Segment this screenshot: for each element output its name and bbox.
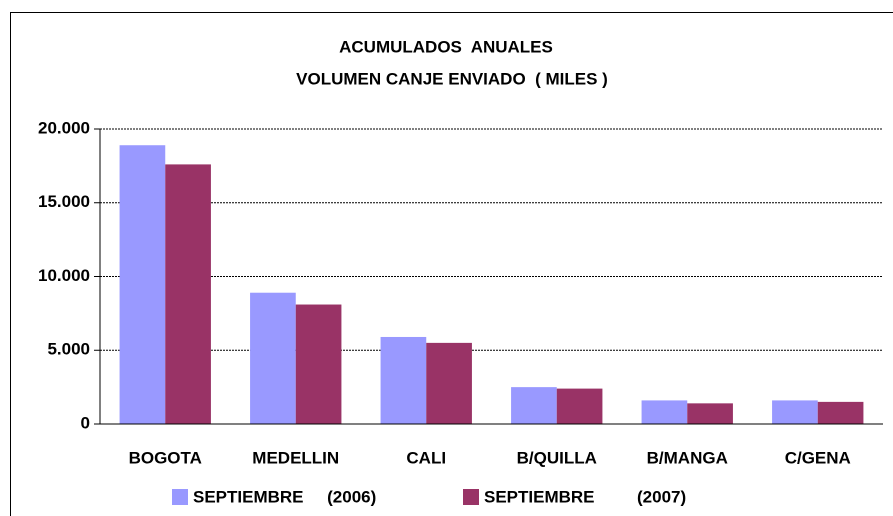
x-tick-label: B/QUILLA bbox=[517, 448, 597, 467]
legend-label: SEPTIEMBRE (2007) bbox=[484, 487, 686, 506]
legend-label: SEPTIEMBRE (2006) bbox=[193, 487, 376, 506]
x-tick-label: BOGOTA bbox=[129, 448, 202, 467]
bar bbox=[250, 292, 296, 424]
legend-swatch bbox=[172, 489, 188, 505]
bar bbox=[295, 304, 342, 424]
x-tick-label: MEDELLIN bbox=[252, 448, 339, 467]
y-tick-label: 0 bbox=[81, 413, 90, 432]
bar bbox=[165, 164, 211, 424]
bar bbox=[426, 342, 472, 424]
bar bbox=[641, 400, 688, 424]
bar bbox=[772, 400, 818, 424]
legend-swatch bbox=[463, 489, 479, 505]
bar bbox=[817, 401, 864, 424]
chart-title: ACUMULADOS ANUALES bbox=[339, 37, 553, 56]
bar bbox=[511, 387, 557, 424]
bar bbox=[687, 403, 733, 424]
x-tick-label: C/GENA bbox=[785, 448, 851, 467]
bar bbox=[556, 388, 603, 424]
x-tick-label: CALI bbox=[406, 448, 446, 467]
y-tick-label: 5.000 bbox=[47, 340, 90, 359]
y-tick-label: 15.000 bbox=[38, 192, 90, 211]
x-tick-label: B/MANGA bbox=[647, 448, 728, 467]
y-tick-label: 20.000 bbox=[38, 118, 90, 137]
y-tick-label: 10.000 bbox=[38, 266, 90, 285]
bar bbox=[119, 145, 166, 424]
bar bbox=[380, 336, 427, 424]
chart-title: VOLUMEN CANJE ENVIADO ( MILES ) bbox=[296, 69, 608, 88]
